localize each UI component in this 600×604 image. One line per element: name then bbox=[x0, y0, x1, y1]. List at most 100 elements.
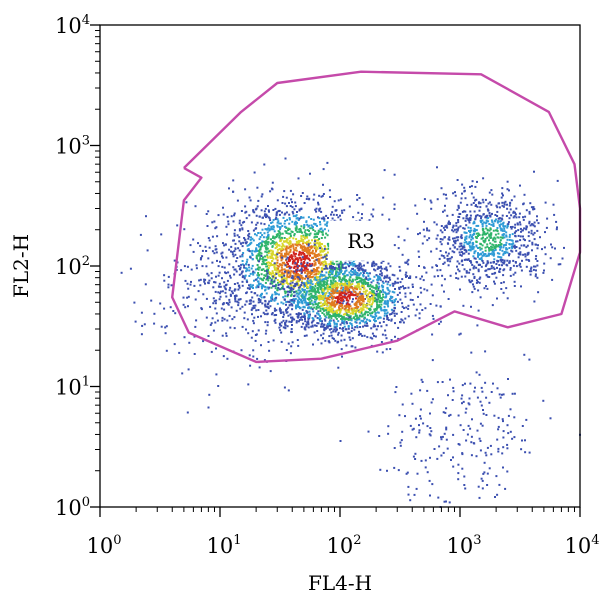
event-dot bbox=[452, 390, 455, 393]
event-dot bbox=[312, 218, 315, 221]
event-dot bbox=[306, 261, 309, 264]
event-dot bbox=[308, 296, 311, 299]
event-dot bbox=[305, 251, 308, 254]
event-dot bbox=[228, 187, 230, 190]
event-dot bbox=[247, 263, 250, 266]
event-dot bbox=[472, 266, 475, 269]
event-dot bbox=[457, 236, 460, 239]
event-dot bbox=[303, 252, 306, 255]
event-dot bbox=[372, 325, 375, 328]
event-dot bbox=[233, 289, 236, 292]
event-dot bbox=[284, 157, 287, 160]
event-dot bbox=[274, 218, 277, 221]
event-dot bbox=[375, 298, 378, 301]
event-dot bbox=[293, 270, 296, 273]
event-dot bbox=[334, 305, 336, 308]
event-dot bbox=[303, 202, 306, 204]
event-dot bbox=[506, 297, 509, 300]
event-dot bbox=[357, 269, 360, 272]
event-dot bbox=[255, 309, 258, 312]
event-dot bbox=[233, 283, 236, 285]
event-dot bbox=[509, 226, 512, 228]
event-dot bbox=[266, 215, 269, 218]
event-dot bbox=[275, 309, 278, 312]
event-dot bbox=[263, 274, 266, 277]
event-dot bbox=[339, 260, 342, 263]
event-dot bbox=[379, 291, 382, 294]
event-dot bbox=[251, 252, 254, 255]
event-dot bbox=[238, 228, 241, 231]
event-dot bbox=[332, 315, 335, 317]
event-dot bbox=[344, 317, 347, 320]
event-dot bbox=[481, 233, 484, 236]
event-dot bbox=[479, 276, 482, 279]
event-dot bbox=[266, 272, 269, 275]
event-dot bbox=[468, 279, 471, 282]
event-dot bbox=[286, 261, 288, 264]
event-dot bbox=[272, 263, 275, 266]
event-dot bbox=[469, 210, 472, 213]
event-dot bbox=[300, 325, 303, 328]
event-dot bbox=[366, 336, 369, 339]
event-dot bbox=[336, 312, 339, 314]
event-dot bbox=[321, 229, 324, 232]
event-dot bbox=[318, 209, 321, 212]
event-dot bbox=[272, 236, 274, 239]
event-dot bbox=[301, 192, 304, 194]
event-dot bbox=[453, 246, 456, 249]
event-dot bbox=[530, 206, 533, 209]
gate-polygon-r3[interactable] bbox=[170, 70, 582, 364]
event-dot bbox=[318, 241, 321, 244]
event-dot bbox=[401, 278, 404, 281]
event-dot bbox=[501, 192, 504, 195]
event-dot bbox=[352, 216, 355, 219]
event-dot bbox=[296, 265, 299, 268]
event-dot bbox=[280, 238, 283, 241]
event-dot bbox=[284, 292, 287, 295]
event-dot bbox=[345, 269, 348, 272]
event-dot bbox=[394, 322, 396, 325]
event-dot bbox=[292, 272, 295, 275]
event-dot bbox=[337, 199, 340, 202]
event-dot bbox=[445, 224, 448, 227]
event-dot bbox=[469, 231, 472, 234]
event-dot bbox=[491, 220, 494, 223]
event-dot bbox=[445, 500, 447, 503]
event-dot bbox=[391, 290, 394, 293]
event-dot bbox=[309, 232, 312, 235]
event-dot bbox=[389, 348, 392, 350]
event-dot bbox=[384, 302, 387, 305]
event-dot bbox=[328, 306, 331, 309]
event-dot bbox=[381, 286, 384, 289]
event-dot bbox=[317, 313, 320, 316]
event-dot bbox=[217, 214, 220, 217]
event-dot bbox=[254, 233, 256, 236]
event-dot bbox=[476, 279, 478, 282]
event-dot bbox=[332, 279, 335, 282]
event-dot bbox=[349, 263, 352, 266]
event-dot bbox=[376, 311, 379, 314]
event-dot bbox=[494, 229, 497, 232]
event-dot bbox=[288, 245, 291, 248]
event-dot bbox=[331, 217, 334, 220]
event-dot bbox=[379, 266, 382, 269]
event-dot bbox=[172, 310, 175, 312]
event-dot bbox=[377, 311, 380, 314]
event-dot bbox=[389, 278, 392, 281]
event-dot bbox=[492, 251, 495, 254]
event-dot bbox=[304, 242, 307, 244]
event-dot bbox=[321, 293, 324, 296]
event-dot bbox=[286, 295, 289, 298]
event-dot bbox=[361, 284, 364, 287]
event-dot bbox=[347, 331, 350, 334]
event-dot bbox=[519, 227, 522, 230]
event-dot bbox=[378, 285, 381, 288]
event-dot bbox=[488, 191, 491, 194]
event-dot bbox=[308, 315, 311, 318]
event-dot bbox=[276, 248, 279, 251]
event-dot bbox=[165, 325, 168, 328]
event-dot bbox=[311, 302, 314, 305]
event-dot bbox=[182, 296, 185, 299]
event-dot bbox=[345, 266, 348, 269]
event-dot bbox=[330, 294, 333, 297]
